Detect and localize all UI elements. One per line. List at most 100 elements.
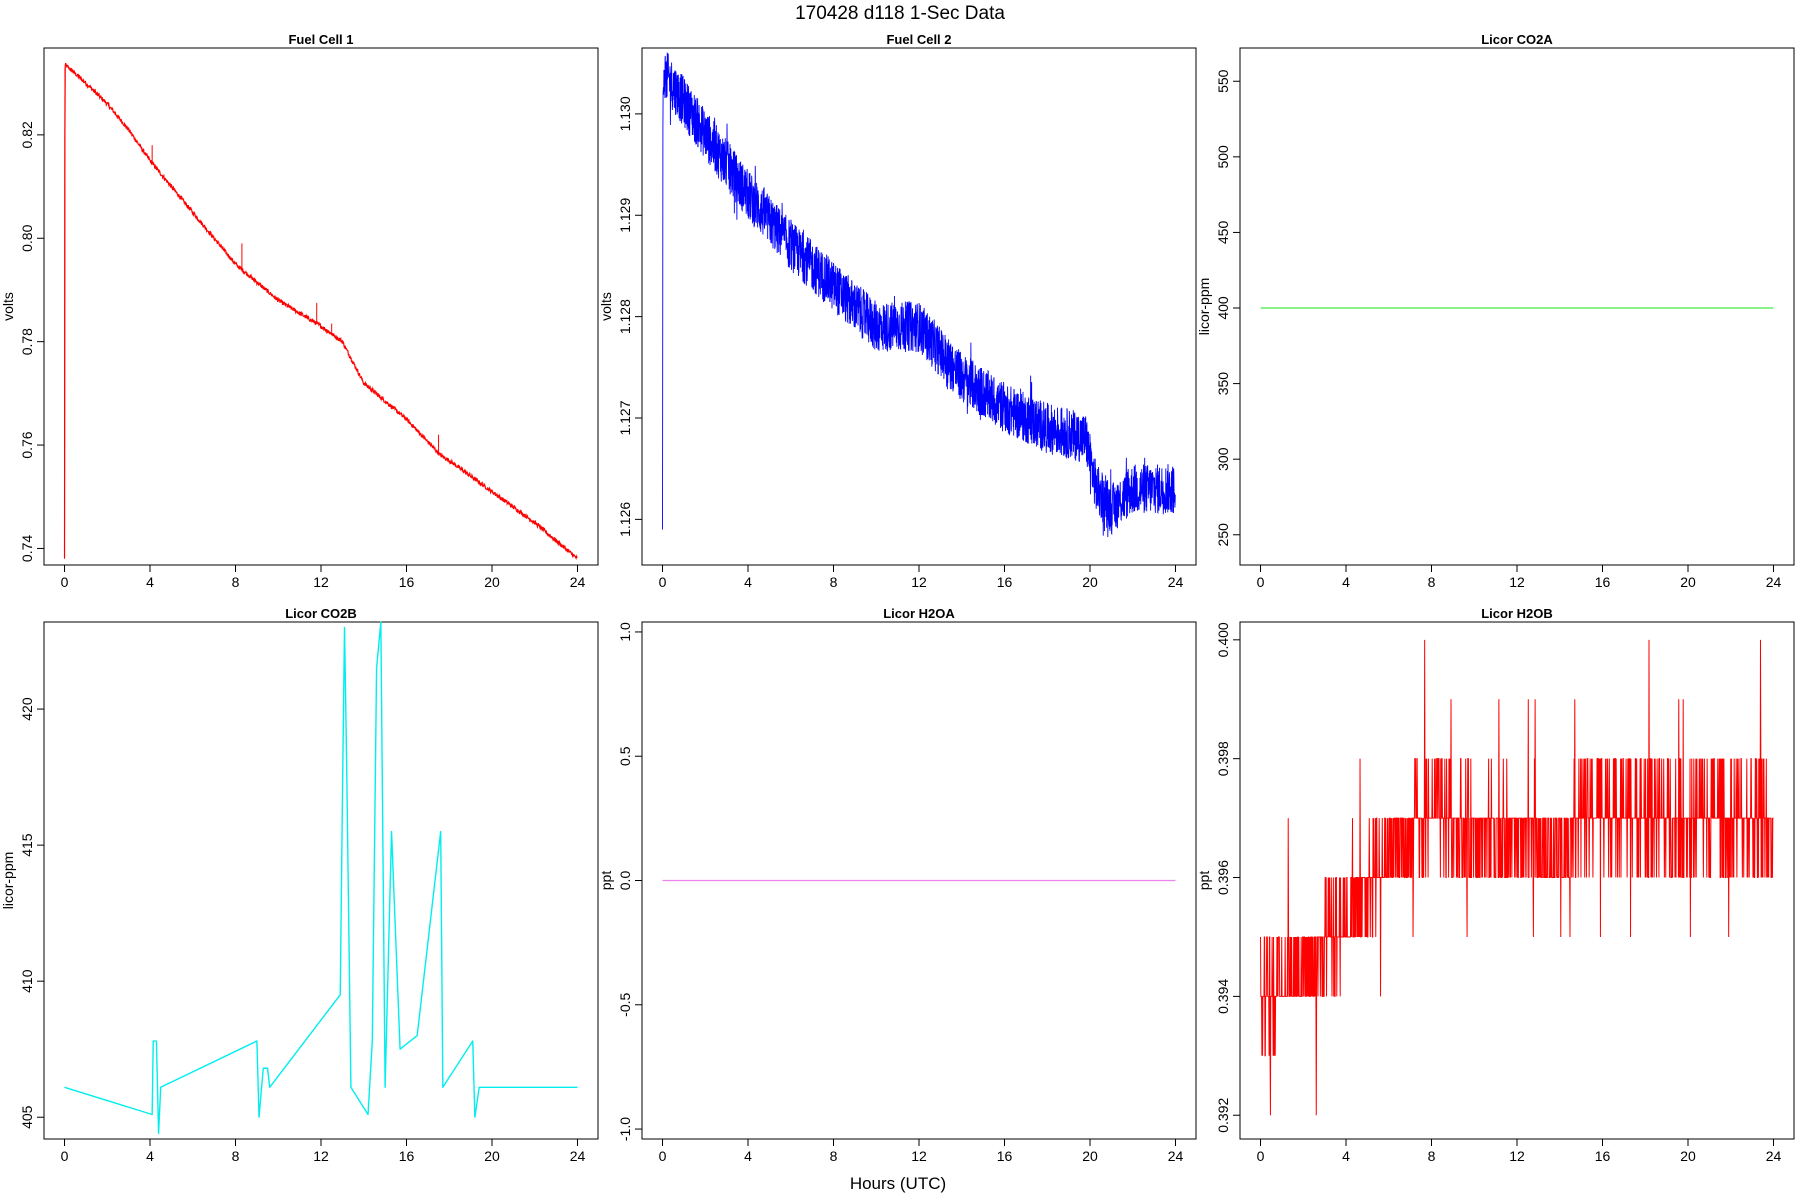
- panel-2-x-tick-label: 4: [744, 574, 752, 590]
- panel-1-y-tick-label: 0.76: [19, 431, 35, 458]
- panel-4: Licor CO2B licor-ppm 0 4 8 12 16 20 24 405 410 415 4…: [0, 606, 599, 1164]
- panel-2: Fuel Cell 2 volts 0 4 8 12 16 20 24 1.126 1.127 1.1…: [598, 32, 1197, 590]
- panel-4-y-tick-label: 420: [19, 697, 35, 721]
- panel-2-y-axis-label: volts: [598, 292, 614, 321]
- panel-3: Licor CO2A licor-ppm 0 4 8 12 16 20 24 250 300 350 4…: [1196, 32, 1795, 590]
- panel-2-x-tick-label: 16: [997, 574, 1013, 590]
- panel-6-x-tick-label: 24: [1766, 1148, 1782, 1164]
- panel-2-y-tick-label: 1.130: [617, 96, 633, 131]
- panel-4-x-tick-label: 4: [146, 1148, 154, 1164]
- panel-5-y-tick-label: -1.0: [617, 1117, 633, 1141]
- panel-1-title: Fuel Cell 1: [288, 32, 353, 47]
- panel-5-x-tick-label: 8: [830, 1148, 838, 1164]
- panel-6-x-tick-label: 12: [1509, 1148, 1525, 1164]
- panel-5-y-axis-label: ppt: [598, 871, 614, 891]
- panel-1-x-tick-label: 4: [146, 574, 154, 590]
- panel-5-x-tick-label: 4: [744, 1148, 752, 1164]
- panel-5: Licor H2OA ppt 0 4 8 12 16 20 24 -1.0 -0.5 0.0 0.5 1.…: [598, 606, 1197, 1164]
- panel-6: Licor H2OB ppt 0 4 8 12 16 20 24 0.392 0.394 0.396 0…: [1196, 606, 1795, 1164]
- panel-4-y-tick-label: 410: [19, 969, 35, 993]
- panel-1-x-tick-label: 24: [570, 574, 586, 590]
- panel-1-x-tick-label: 8: [232, 574, 240, 590]
- panel-2-y-tick-label: 1.128: [617, 299, 633, 334]
- panel-1-y-tick-label: 0.74: [19, 535, 35, 562]
- panel-6-y-tick-label: 0.396: [1215, 860, 1231, 895]
- panel-5-y-tick-label: 0.5: [617, 746, 633, 766]
- panel-1-y-tick-label: 0.80: [19, 224, 35, 251]
- panel-6-x-tick-label: 16: [1595, 1148, 1611, 1164]
- panel-6-series-line: [1260, 639, 1774, 1116]
- panel-4-x-tick-label: 20: [484, 1148, 500, 1164]
- panel-3-x-tick-label: 24: [1766, 574, 1782, 590]
- panel-4-x-tick-label: 0: [61, 1148, 69, 1164]
- panel-1: Fuel Cell 1 volts 0 4 8 12 16 20 24 0.74 0.76 0.78 0…: [0, 32, 599, 590]
- panel-5-x-tick-label: 20: [1082, 1148, 1098, 1164]
- panel-2-x-tick-label: 8: [830, 574, 838, 590]
- panel-6-x-tick-label: 4: [1342, 1148, 1350, 1164]
- panel-4-x-tick-label: 16: [399, 1148, 415, 1164]
- panel-6-y-tick-label: 0.400: [1215, 622, 1231, 657]
- panel-5-y-tick-label: 1.0: [617, 622, 633, 642]
- panel-5-x-tick-label: 0: [659, 1148, 667, 1164]
- panel-5-x-tick-label: 16: [997, 1148, 1013, 1164]
- panel-3-y-axis-label: licor-ppm: [1196, 278, 1212, 336]
- panel-3-y-tick-label: 350: [1215, 372, 1231, 396]
- panel-4-plot-frame: [43, 621, 599, 1140]
- panel-6-x-tick-label: 20: [1680, 1148, 1696, 1164]
- panel-2-title: Fuel Cell 2: [886, 32, 951, 47]
- panel-5-y-tick-label: 0.0: [617, 871, 633, 891]
- panel-2-x-tick-label: 24: [1168, 574, 1184, 590]
- panel-5-x-tick-label: 12: [911, 1148, 927, 1164]
- panel-1-x-tick-label: 0: [61, 574, 69, 590]
- panel-5-y-tick-label: -0.5: [617, 993, 633, 1017]
- panel-1-y-axis-label: volts: [0, 292, 16, 321]
- panel-4-y-axis-label: licor-ppm: [0, 852, 16, 910]
- panel-5-x-tick-label: 24: [1168, 1148, 1184, 1164]
- panel-2-series-line: [662, 52, 1176, 538]
- panel-3-y-tick-label: 400: [1215, 296, 1231, 320]
- panel-3-y-tick-label: 500: [1215, 145, 1231, 169]
- panel-4-x-tick-label: 24: [570, 1148, 586, 1164]
- panel-1-x-tick-label: 20: [484, 574, 500, 590]
- panel-5-title: Licor H2OA: [883, 606, 955, 621]
- panel-6-y-tick-label: 0.392: [1215, 1098, 1231, 1133]
- panel-4-title: Licor CO2B: [285, 606, 357, 621]
- panel-4-x-tick-label: 8: [232, 1148, 240, 1164]
- panel-6-title: Licor H2OB: [1481, 606, 1553, 621]
- panel-3-plot-frame: [1239, 47, 1795, 566]
- panel-3-x-tick-label: 0: [1257, 574, 1265, 590]
- panel-3-x-tick-label: 20: [1680, 574, 1696, 590]
- panel-1-series-line: [63, 62, 578, 561]
- panel-4-y-tick-label: 405: [19, 1105, 35, 1129]
- panel-3-x-tick-label: 12: [1509, 574, 1525, 590]
- panels: Fuel Cell 1 volts 0 4 8 12 16 20 24 0.74 0.76 0.78 0…: [0, 32, 1795, 1164]
- panel-4-y-tick-label: 415: [19, 833, 35, 857]
- panel-6-y-tick-label: 0.394: [1215, 979, 1231, 1014]
- panel-1-x-tick-label: 16: [399, 574, 415, 590]
- panel-3-x-tick-label: 4: [1342, 574, 1350, 590]
- panel-1-x-tick-label: 12: [313, 574, 329, 590]
- panel-4-x-tick-label: 12: [313, 1148, 329, 1164]
- panel-3-y-tick-label: 550: [1215, 69, 1231, 93]
- panel-2-x-tick-label: 12: [911, 574, 927, 590]
- panel-6-plot-frame: [1239, 621, 1795, 1140]
- panel-6-y-tick-label: 0.398: [1215, 741, 1231, 776]
- panel-3-x-tick-label: 8: [1428, 574, 1436, 590]
- figure-x-axis-label: Hours (UTC): [850, 1174, 946, 1193]
- panel-6-x-tick-label: 0: [1257, 1148, 1265, 1164]
- panel-3-y-tick-label: 250: [1215, 523, 1231, 547]
- panel-1-plot-frame: [43, 47, 599, 566]
- panel-2-y-tick-label: 1.126: [617, 502, 633, 537]
- panel-2-y-tick-label: 1.129: [617, 198, 633, 233]
- panel-1-y-tick-label: 0.82: [19, 121, 35, 148]
- figure-title: 170428 d118 1-Sec Data: [795, 3, 1005, 24]
- panel-2-x-tick-label: 0: [659, 574, 667, 590]
- panel-3-x-tick-label: 16: [1595, 574, 1611, 590]
- panel-3-y-tick-label: 450: [1215, 221, 1231, 245]
- panel-4-series-line: [64, 621, 578, 1135]
- panel-6-x-tick-label: 8: [1428, 1148, 1436, 1164]
- panel-2-y-tick-label: 1.127: [617, 400, 633, 435]
- panel-3-title: Licor CO2A: [1481, 32, 1553, 47]
